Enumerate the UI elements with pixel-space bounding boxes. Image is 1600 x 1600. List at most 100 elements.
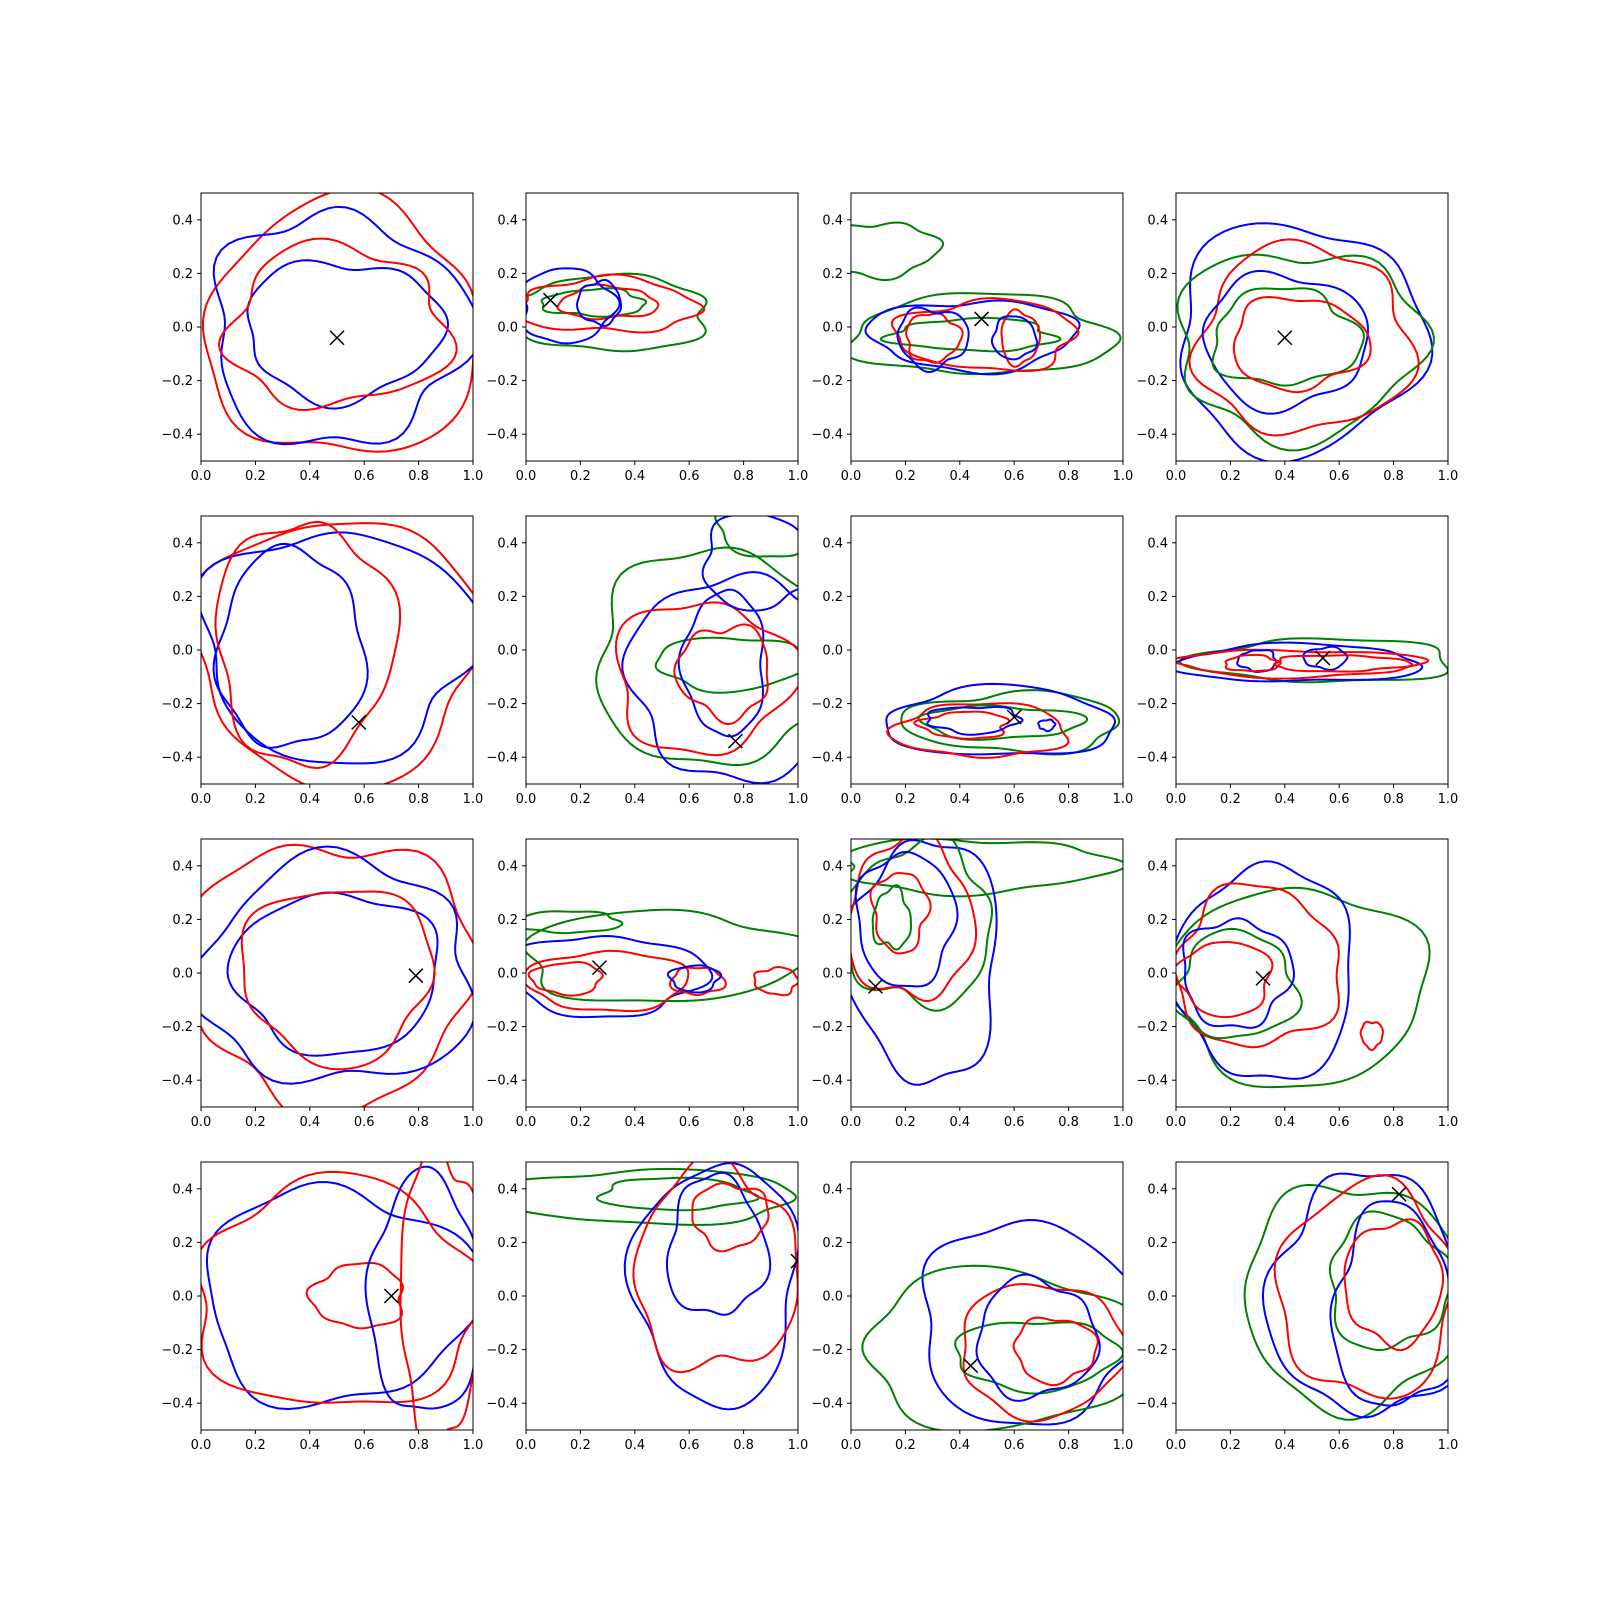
y-tick-label: 0.2 [497, 1236, 518, 1251]
x-marker-stroke [591, 960, 607, 976]
contour-group [526, 908, 798, 1019]
x-marker-stroke [351, 714, 367, 730]
x-tick-label: 0.0 [516, 792, 537, 807]
y-tick-label: −0.4 [811, 1074, 843, 1089]
subplot-grid: 0.0 0.2 0.4 0.6 0.8 1.0 −0.4 −0.2 0.0 0.2 0.4 0.0 0.… [161, 192, 1459, 1453]
contour-line-green [654, 636, 798, 694]
y-tick-label: 0.0 [1147, 967, 1168, 982]
y-tick-label: −0.2 [811, 1343, 843, 1358]
x-tick-label: 0.0 [191, 1438, 212, 1453]
x-marker-stroke [727, 733, 743, 749]
y-tick-label: −0.2 [811, 374, 843, 389]
contour-group [201, 843, 473, 1107]
x-tick-label: 0.2 [1220, 792, 1241, 807]
x-tick-label: 0.4 [1274, 469, 1295, 484]
contour-line-red [753, 966, 798, 997]
x-tick-label: 1.0 [788, 792, 809, 807]
contour-group [201, 1162, 473, 1430]
x-tick-label: 0.0 [841, 469, 862, 484]
contour-line-red [526, 949, 690, 1013]
x-tick-label: 0.0 [1166, 469, 1187, 484]
contour-line-red [632, 1162, 798, 1374]
x-marker [727, 733, 743, 749]
y-tick-label: 0.2 [1147, 913, 1168, 928]
y-tick-label: 0.0 [1147, 644, 1168, 659]
contour-group [1176, 637, 1448, 684]
y-tick-label: −0.2 [1136, 697, 1168, 712]
axes-frame [200, 192, 474, 462]
y-tick-label: 0.4 [822, 536, 843, 551]
y-tick-label: −0.2 [1136, 1020, 1168, 1035]
x-tick-label: 0.6 [1329, 792, 1350, 807]
contour-line-green [851, 839, 993, 1012]
x-marker-stroke [542, 292, 559, 308]
subplot-r2-c3: 0.0 0.2 0.4 0.6 0.8 1.0 −0.4 −0.2 0.0 0.2 0.4 [811, 515, 1133, 807]
y-tick-label: 0.4 [1147, 536, 1168, 551]
x-marker-stroke [790, 1253, 798, 1263]
x-tick-label: 0.4 [949, 1115, 970, 1130]
x-tick-label: 1.0 [1113, 1115, 1134, 1130]
x-tick-label: 1.0 [1113, 1438, 1134, 1453]
x-tick-label: 0.6 [1329, 469, 1350, 484]
contour-line-green [526, 272, 708, 353]
contour-line-red [217, 237, 458, 412]
contour-line-blue [921, 1219, 1123, 1426]
y-tick-label: 0.0 [822, 321, 843, 336]
contour-line-blue [1236, 649, 1278, 673]
y-tick-label: 0.0 [497, 1290, 518, 1305]
contour-line-blue [212, 205, 473, 446]
contour-line-red [240, 890, 436, 1071]
y-tick-label: 0.4 [497, 859, 518, 874]
y-tick-label: −0.2 [161, 374, 193, 389]
contour-line-red [527, 961, 604, 997]
x-tick-label: 0.4 [1274, 1438, 1295, 1453]
y-tick-label: 0.2 [822, 267, 843, 282]
contour-line-green [1176, 253, 1435, 452]
x-tick-label: 0.8 [1383, 792, 1404, 807]
contour-line-blue [576, 278, 623, 327]
contour-line-red [614, 601, 798, 757]
contour-line-blue [1329, 1200, 1448, 1407]
y-tick-label: −0.4 [486, 428, 518, 443]
y-tick-label: 0.4 [822, 859, 843, 874]
contour-line-green [1176, 927, 1303, 1040]
y-tick-label: 0.4 [172, 1182, 193, 1197]
x-tick-label: 0.8 [1383, 1115, 1404, 1130]
contour-line-red [1188, 238, 1420, 437]
contour-line-blue [201, 845, 473, 1085]
x-tick-label: 1.0 [463, 792, 484, 807]
contour-line-blue [885, 682, 1116, 756]
x-tick-label: 0.2 [895, 1115, 916, 1130]
contour-line-green [851, 221, 945, 282]
subplot-r2-c1: 0.0 0.2 0.4 0.6 0.8 1.0 −0.4 −0.2 0.0 0.2 0.4 [161, 515, 484, 807]
y-tick-label: −0.4 [486, 751, 518, 766]
axes-frame [525, 1161, 799, 1431]
y-tick-label: 0.4 [172, 536, 193, 551]
y-tick-label: −0.4 [161, 1397, 193, 1412]
x-tick-label: 1.0 [463, 1438, 484, 1453]
x-marker [542, 292, 559, 308]
contour-line-blue [975, 1273, 1101, 1402]
x-tick-label: 1.0 [1438, 1115, 1459, 1130]
contour-line-blue [677, 588, 765, 738]
x-marker-stroke [1315, 650, 1331, 666]
y-tick-label: −0.2 [161, 697, 193, 712]
y-tick-label: 0.2 [1147, 590, 1168, 605]
contour-line-green [540, 287, 648, 318]
x-marker [329, 330, 345, 346]
contour-line-blue [364, 1165, 473, 1410]
contour-line-green [595, 1176, 761, 1212]
contour-group [526, 1162, 798, 1411]
y-tick-label: 0.4 [172, 213, 193, 228]
contour-line-blue [1176, 641, 1424, 683]
x-marker-stroke [867, 978, 884, 994]
y-tick-label: 0.2 [822, 590, 843, 605]
subplot-r1-c1: 0.0 0.2 0.4 0.6 0.8 1.0 −0.4 −0.2 0.0 0.2 0.4 [161, 192, 483, 484]
x-tick-label: 0.4 [624, 1115, 645, 1130]
subplot-r4-c2: 0.0 0.2 0.4 0.6 0.8 1.0 −0.4 −0.2 0.0 0.2 0.4 [486, 1161, 808, 1453]
contour-line-red [201, 522, 473, 784]
x-tick-label: 1.0 [788, 1115, 809, 1130]
x-tick-label: 0.0 [516, 469, 537, 484]
contour-line-blue [1201, 269, 1369, 415]
x-marker-stroke [963, 1358, 979, 1374]
